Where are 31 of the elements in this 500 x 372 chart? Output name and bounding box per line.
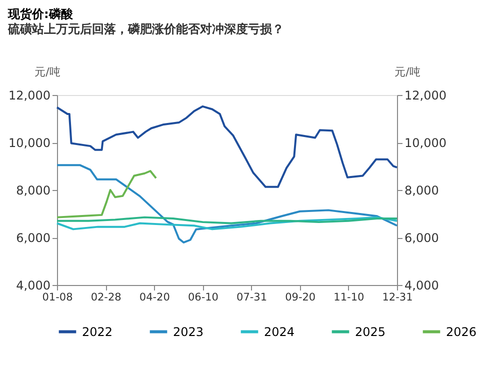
line-series <box>56 170 158 218</box>
x-tick-label: 01-08 <box>42 292 73 304</box>
y-tick-label: 10,000 <box>8 136 50 150</box>
legend-label: 2022 <box>82 324 113 339</box>
y-tick-label: 12,000 <box>8 88 50 102</box>
y2-tick-label: 4,000 <box>404 278 439 292</box>
x-tick-label: 02-28 <box>90 292 122 304</box>
line-series <box>56 105 398 188</box>
line-series <box>56 216 398 230</box>
x-tick-label: 06-10 <box>188 292 218 304</box>
legend-label: 2024 <box>264 324 295 339</box>
y-tick-label: 6,000 <box>16 231 50 245</box>
x-tick-label: 04-20 <box>139 292 170 304</box>
x-tick-label: 07-31 <box>236 292 268 304</box>
legend-label: 2023 <box>173 324 204 339</box>
y2-tick-label: 10,000 <box>404 136 446 150</box>
x-tick-label: 11-10 <box>334 292 364 304</box>
y2-axis-title: 元/吨 <box>394 66 420 78</box>
y-tick-label: 8,000 <box>16 184 50 198</box>
y2-tick-label: 6,000 <box>404 231 439 245</box>
x-tick-label: 12-31 <box>382 292 413 304</box>
legend-label: 2025 <box>355 324 386 339</box>
y2-tick-label: 12,000 <box>404 88 446 102</box>
chart-title: 现货价:磷酸 <box>7 7 74 21</box>
y2-tick-label: 8,000 <box>404 184 439 198</box>
y-axis-title: 元/吨 <box>34 66 60 78</box>
legend-label: 2026 <box>446 324 477 339</box>
text: 硫磺站上万元后回落，磷肥涨价能否对冲深度亏损？ <box>7 22 284 36</box>
line-series <box>56 164 398 244</box>
x-tick-label: 09-20 <box>285 292 316 304</box>
y-tick-label: 4,000 <box>16 278 50 292</box>
